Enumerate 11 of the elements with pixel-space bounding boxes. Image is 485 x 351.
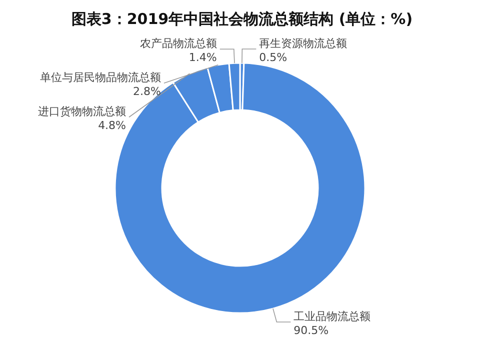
slice-label: 再生资源物流总额 (259, 37, 348, 50)
slice-label: 农产品物流总额 (140, 37, 217, 50)
data-label: 90.5% (294, 324, 329, 337)
data-label: 4.8% (98, 119, 126, 132)
slice-label: 进口货物物流总额 (38, 105, 126, 118)
data-label: 1.4% (188, 51, 217, 64)
data-label: 2.8% (133, 85, 161, 98)
slice-label: 工业品物流总额 (294, 310, 371, 323)
chart-title: 图表3：2019年中国社会物流总额结构 (单位：%) (71, 10, 413, 28)
slice-label: 单位与居民物品物流总额 (40, 71, 161, 84)
data-label: 0.5% (259, 51, 288, 64)
